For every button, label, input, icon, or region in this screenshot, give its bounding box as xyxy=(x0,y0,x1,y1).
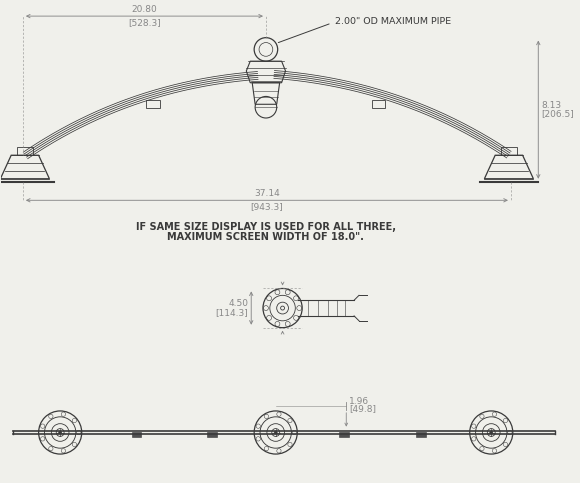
Text: MAXIMUM SCREEN WIDTH OF 18.0".: MAXIMUM SCREEN WIDTH OF 18.0". xyxy=(168,231,364,242)
Text: [528.3]: [528.3] xyxy=(128,18,161,27)
Text: 4.50: 4.50 xyxy=(229,298,248,308)
Bar xyxy=(146,100,160,108)
Bar xyxy=(17,147,32,155)
Text: 37.14: 37.14 xyxy=(254,189,280,199)
Bar xyxy=(132,431,142,438)
Circle shape xyxy=(59,431,61,434)
Bar xyxy=(501,147,517,155)
Bar xyxy=(372,100,386,108)
Text: 20.80: 20.80 xyxy=(132,5,157,14)
Bar xyxy=(416,431,426,438)
Text: [943.3]: [943.3] xyxy=(251,202,283,211)
Text: 1.96: 1.96 xyxy=(349,397,369,406)
Circle shape xyxy=(274,431,277,434)
Circle shape xyxy=(490,431,493,434)
Text: [206.5]: [206.5] xyxy=(541,109,574,118)
Text: [49.8]: [49.8] xyxy=(349,404,376,413)
Text: IF SAME SIZE DISPLAY IS USED FOR ALL THREE,: IF SAME SIZE DISPLAY IS USED FOR ALL THR… xyxy=(136,222,396,232)
Bar xyxy=(339,431,349,438)
Text: 8.13: 8.13 xyxy=(541,101,561,110)
Text: 2.00" OD MAXIMUM PIPE: 2.00" OD MAXIMUM PIPE xyxy=(278,17,451,43)
Text: [114.3]: [114.3] xyxy=(216,309,248,317)
Bar xyxy=(207,431,217,438)
